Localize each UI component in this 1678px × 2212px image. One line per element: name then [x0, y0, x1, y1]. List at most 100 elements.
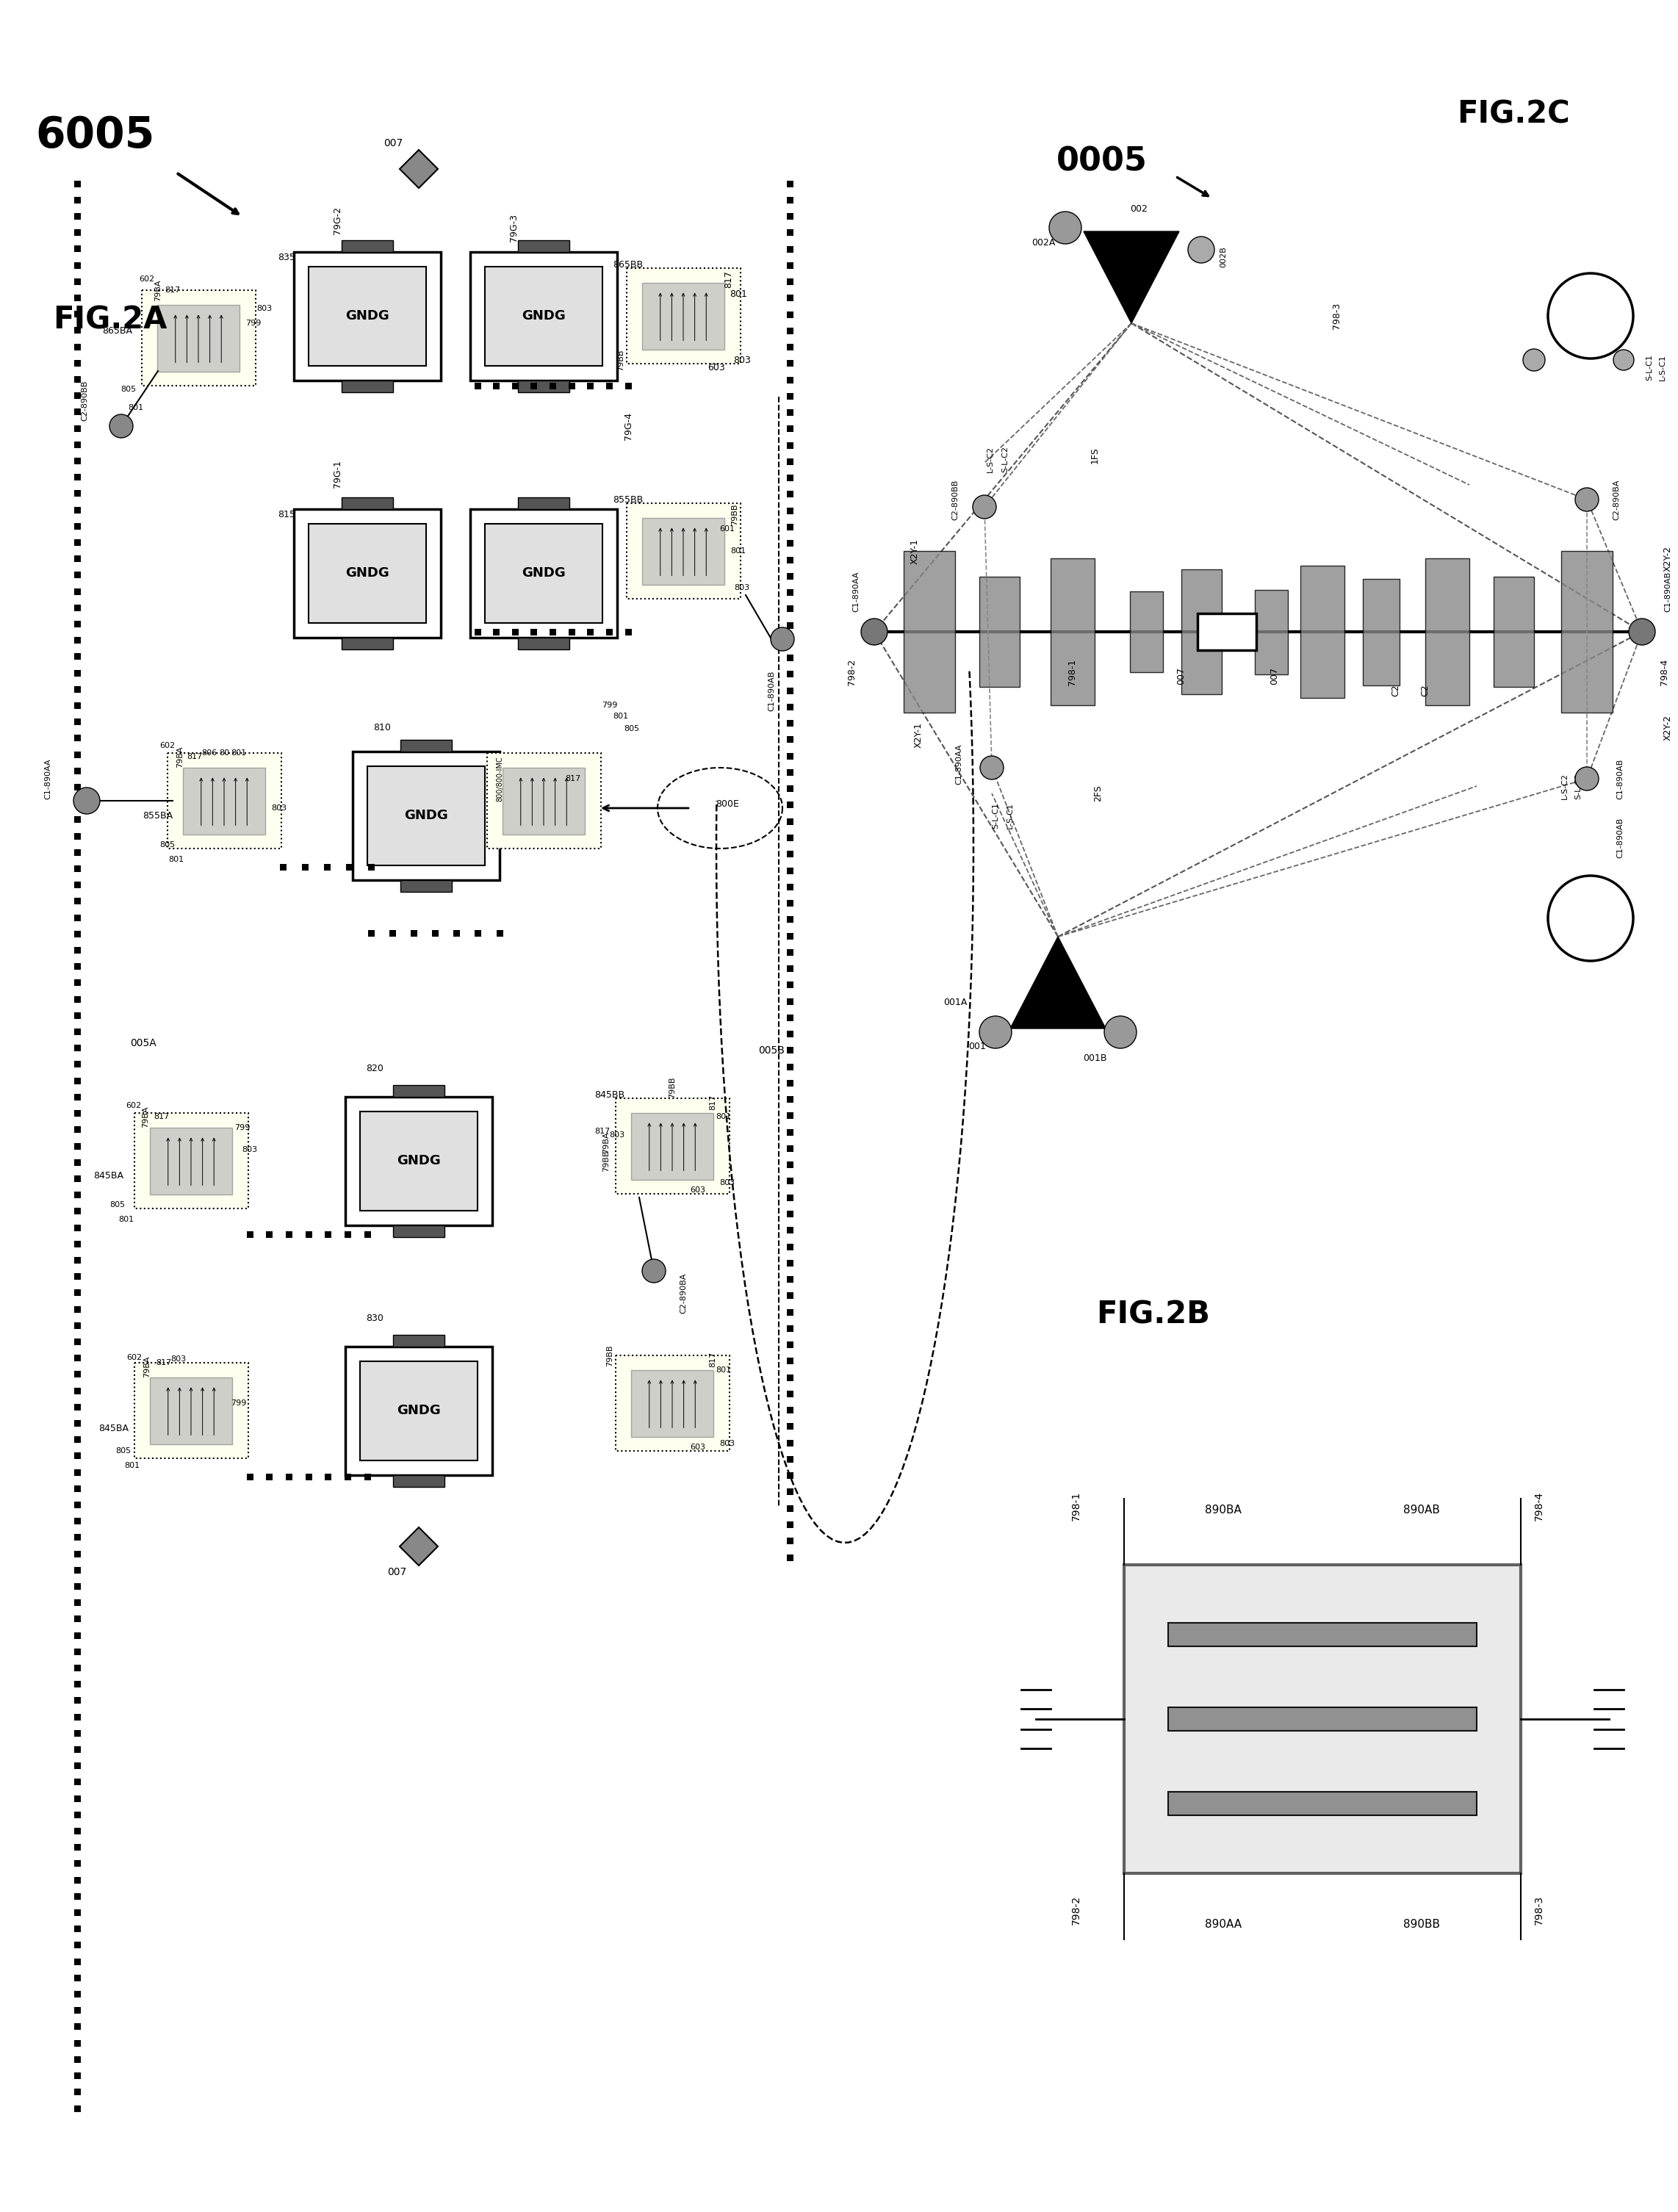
- Bar: [367, 929, 374, 936]
- Text: 79BA: 79BA: [602, 1133, 609, 1152]
- Bar: [393, 1334, 445, 1347]
- Bar: [787, 1194, 794, 1201]
- Text: 79BA: 79BA: [176, 745, 183, 768]
- Bar: [787, 361, 794, 367]
- Bar: [787, 703, 794, 710]
- Bar: [787, 1161, 794, 1168]
- Bar: [626, 268, 740, 363]
- Bar: [787, 1473, 794, 1480]
- Bar: [787, 181, 794, 188]
- Text: 801: 801: [730, 290, 747, 299]
- Text: 800/800-IMC: 800/800-IMC: [497, 757, 503, 801]
- Text: C2: C2: [1421, 684, 1430, 697]
- Text: GNDG: GNDG: [346, 566, 389, 580]
- Bar: [497, 929, 503, 936]
- Bar: [787, 212, 794, 219]
- Text: C2-890BA: C2-890BA: [1613, 480, 1619, 520]
- Bar: [485, 524, 602, 622]
- Bar: [787, 737, 794, 743]
- Text: 805: 805: [121, 385, 136, 394]
- Bar: [74, 1223, 81, 1230]
- Bar: [74, 1484, 81, 1491]
- Bar: [346, 863, 352, 869]
- Bar: [74, 425, 81, 431]
- Bar: [470, 509, 618, 637]
- Bar: [367, 863, 374, 869]
- Bar: [149, 1128, 232, 1194]
- Text: 79BB: 79BB: [602, 1150, 609, 1172]
- Bar: [606, 628, 612, 635]
- Bar: [1561, 551, 1613, 712]
- Bar: [267, 1473, 274, 1480]
- Bar: [549, 628, 555, 635]
- Text: C1-890AA: C1-890AA: [955, 743, 963, 785]
- Bar: [74, 1062, 81, 1068]
- Bar: [324, 863, 331, 869]
- Bar: [74, 212, 81, 219]
- Text: L-S-C2: L-S-C2: [987, 447, 993, 473]
- Text: X2Y-2: X2Y-2: [1663, 546, 1673, 571]
- Bar: [74, 1208, 81, 1214]
- Text: 005A: 005A: [131, 1037, 156, 1048]
- Bar: [74, 1812, 81, 1818]
- Bar: [74, 1666, 81, 1672]
- Text: 817: 817: [710, 1352, 717, 1367]
- Bar: [787, 507, 794, 513]
- Bar: [787, 982, 794, 989]
- Text: 002: 002: [1129, 204, 1148, 215]
- Circle shape: [1613, 349, 1634, 369]
- Bar: [787, 1422, 794, 1429]
- Bar: [74, 1192, 81, 1199]
- Bar: [74, 1927, 81, 1933]
- Text: 855BB: 855BB: [612, 495, 643, 504]
- Bar: [512, 628, 519, 635]
- Bar: [74, 1535, 81, 1542]
- Bar: [787, 1555, 794, 1562]
- Bar: [787, 670, 794, 677]
- Bar: [74, 734, 81, 741]
- Circle shape: [1049, 212, 1081, 243]
- Bar: [74, 507, 81, 513]
- Bar: [787, 867, 794, 874]
- Polygon shape: [1084, 232, 1180, 323]
- Bar: [74, 1975, 81, 1982]
- Text: 798-4: 798-4: [1534, 1491, 1544, 1522]
- Bar: [74, 376, 81, 383]
- Text: 865BA: 865BA: [102, 325, 133, 336]
- Text: 803: 803: [720, 1440, 735, 1447]
- Bar: [74, 1420, 81, 1427]
- Bar: [787, 263, 794, 268]
- Bar: [74, 1436, 81, 1442]
- Bar: [787, 1113, 794, 1119]
- Bar: [74, 686, 81, 692]
- Text: 798-3: 798-3: [1534, 1896, 1544, 1924]
- Bar: [389, 929, 396, 936]
- Bar: [74, 1323, 81, 1329]
- Bar: [587, 628, 594, 635]
- Bar: [361, 1110, 478, 1210]
- Bar: [1168, 1708, 1477, 1730]
- Bar: [787, 409, 794, 416]
- Text: S-L-C2: S-L-C2: [1002, 447, 1008, 473]
- Bar: [475, 383, 482, 389]
- Circle shape: [109, 414, 133, 438]
- Bar: [74, 1763, 81, 1770]
- Bar: [787, 1015, 794, 1022]
- Bar: [519, 637, 569, 648]
- Bar: [411, 929, 418, 936]
- Bar: [787, 1292, 794, 1298]
- Bar: [643, 283, 725, 349]
- Text: 79G-4: 79G-4: [623, 411, 633, 440]
- Text: 845BA: 845BA: [99, 1425, 129, 1433]
- Text: 79BA: 79BA: [143, 1356, 151, 1378]
- Text: 890AA: 890AA: [1205, 1920, 1242, 1931]
- Text: 799: 799: [245, 319, 262, 327]
- Bar: [74, 865, 81, 872]
- Text: 1FS: 1FS: [1091, 447, 1099, 465]
- Bar: [342, 498, 393, 509]
- Circle shape: [643, 1259, 666, 1283]
- Text: FIG.2C: FIG.2C: [1457, 100, 1571, 128]
- Bar: [183, 768, 265, 834]
- Bar: [1050, 557, 1094, 706]
- Bar: [453, 929, 460, 936]
